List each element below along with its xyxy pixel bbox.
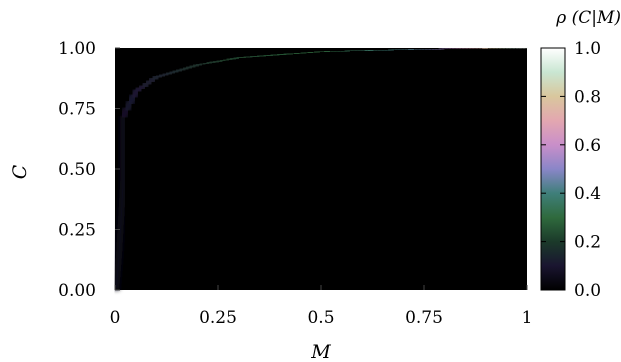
density-streak <box>113 115 127 291</box>
y-tick-label: 0.00 <box>58 281 96 301</box>
x-tick-label: 0.75 <box>405 308 443 328</box>
y-axis-label: C <box>9 164 31 179</box>
y-tick-label: 1.00 <box>58 39 96 59</box>
density-ridge <box>113 46 530 291</box>
colorbar-ticks: 0.0 0.2 0.4 0.6 0.8 1.0 <box>541 39 601 301</box>
colorbar-tick-label: 0.8 <box>574 87 601 107</box>
colorbar-tick-label: 0.6 <box>574 136 601 156</box>
colorbar-label: ρ (C|M) <box>555 8 621 28</box>
x-axis-ticks: 0 0.25 0.5 0.75 1 <box>110 285 533 328</box>
x-tick-label: 0.25 <box>199 308 237 328</box>
colorbar-tick-label: 0.2 <box>574 233 601 253</box>
y-tick-label: 0.50 <box>58 160 96 180</box>
y-tick-label: 0.75 <box>58 100 96 120</box>
x-tick-label: 1 <box>522 308 533 328</box>
y-axis-ticks: 0.00 0.25 0.50 0.75 1.00 <box>58 39 120 301</box>
plot-area <box>115 48 527 290</box>
y-tick-label: 0.25 <box>58 221 96 241</box>
colorbar-gradient <box>540 47 566 291</box>
colorbar: 0.0 0.2 0.4 0.6 0.8 1.0 ρ (C|M) <box>540 8 621 301</box>
colorbar-tick-label: 0.0 <box>574 281 601 301</box>
colorbar-tick-label: 0.4 <box>574 184 601 204</box>
x-axis-label: M <box>310 341 331 362</box>
x-tick-label: 0 <box>110 308 121 328</box>
colorbar-tick-label: 1.0 <box>574 39 601 59</box>
x-tick-label: 0.5 <box>307 308 334 328</box>
